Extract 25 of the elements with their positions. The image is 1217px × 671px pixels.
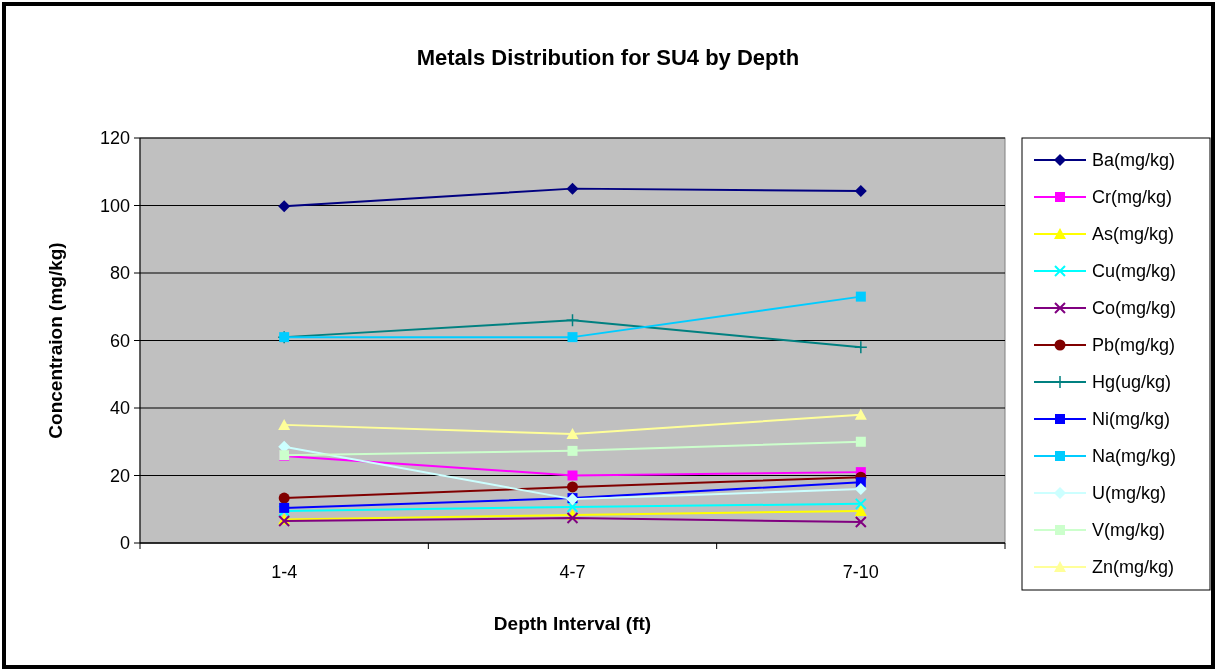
legend-label: Hg(ug/kg) xyxy=(1092,372,1172,393)
y-tick-label: 120 xyxy=(99,128,130,149)
chart-title: Metals Distribution for SU4 by Depth xyxy=(416,45,800,70)
y-tick-label: 60 xyxy=(109,330,130,351)
legend-label: Pb(mg/kg) xyxy=(1092,335,1176,356)
legend-label: Cu(mg/kg) xyxy=(1092,261,1177,282)
y-tick-label: 100 xyxy=(99,195,130,216)
legend-label: Zn(mg/kg) xyxy=(1092,557,1175,578)
y-tick-label: 0 xyxy=(119,533,130,554)
legend-label: Ni(mg/kg) xyxy=(1092,409,1171,430)
x-tick-label: 4-7 xyxy=(559,562,586,582)
legend-label: Na(mg/kg) xyxy=(1092,446,1177,467)
legend-label: Cr(mg/kg) xyxy=(1092,187,1172,208)
legend-label: Co(mg/kg) xyxy=(1092,298,1177,319)
legend-label: As(mg/kg) xyxy=(1092,224,1175,245)
x-axis-title: Depth Interval (ft) xyxy=(493,613,652,634)
x-tick-label: 7-10 xyxy=(842,562,879,582)
y-tick-label: 80 xyxy=(109,263,130,284)
y-axis-title: Concentraion (mg/kg) xyxy=(45,242,66,439)
legend-label: U(mg/kg) xyxy=(1092,483,1167,504)
legend-label: V(mg/kg) xyxy=(1092,520,1166,541)
x-tick-label: 1-4 xyxy=(271,562,298,582)
y-tick-label: 20 xyxy=(109,465,130,486)
y-tick-label: 40 xyxy=(109,398,130,419)
legend-label: Ba(mg/kg) xyxy=(1092,150,1176,171)
